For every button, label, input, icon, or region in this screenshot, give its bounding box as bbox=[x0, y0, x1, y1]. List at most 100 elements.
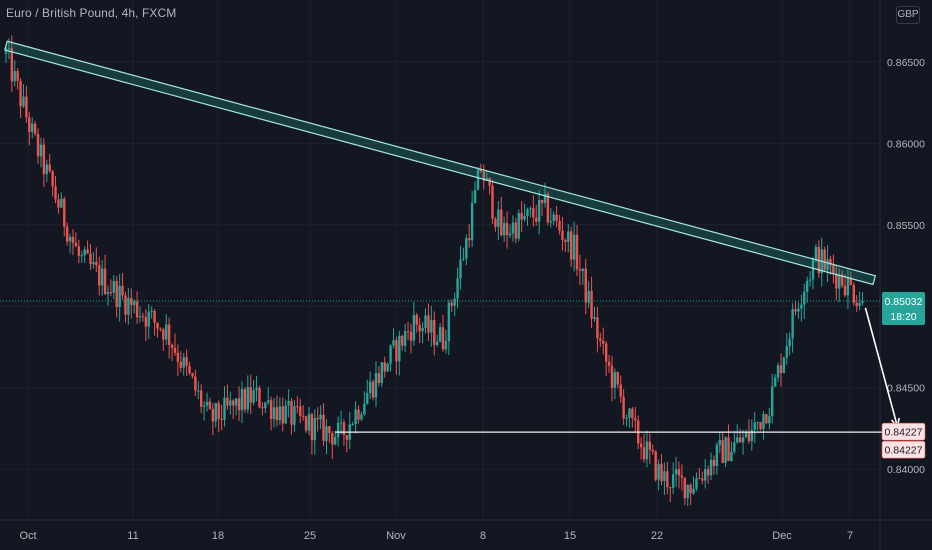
candle-body bbox=[162, 329, 165, 340]
candle-body bbox=[706, 469, 710, 476]
candle-body bbox=[552, 214, 555, 222]
candle-body bbox=[535, 217, 538, 222]
candle-body bbox=[701, 478, 704, 481]
candle-body bbox=[497, 209, 500, 227]
candle-body bbox=[100, 268, 104, 286]
candle-body bbox=[791, 309, 794, 339]
y-tick-label: 0.86500 bbox=[887, 57, 925, 69]
resistance-trendline[interactable] bbox=[4, 40, 877, 286]
candle-body bbox=[704, 469, 707, 481]
candle-body bbox=[360, 414, 363, 420]
candle-body bbox=[537, 199, 541, 222]
price-label-bg bbox=[882, 292, 925, 326]
candle-body bbox=[60, 198, 63, 208]
candle-body bbox=[124, 295, 127, 315]
candle-body bbox=[584, 268, 587, 303]
candle-body bbox=[57, 199, 60, 208]
candle-body bbox=[808, 279, 812, 281]
candle-body bbox=[590, 290, 593, 319]
candle-body bbox=[561, 230, 564, 241]
x-tick-label: 11 bbox=[127, 530, 138, 542]
candle-body bbox=[511, 222, 515, 234]
candle-body bbox=[785, 346, 788, 358]
candle-body bbox=[447, 302, 451, 342]
candle-body bbox=[83, 249, 86, 256]
candle-body bbox=[269, 400, 273, 420]
candle-body bbox=[476, 169, 480, 191]
candle-body bbox=[106, 292, 110, 294]
candle-body bbox=[63, 198, 66, 227]
last-price-label: 0.85032 18:20 bbox=[882, 292, 925, 326]
candle-body bbox=[127, 298, 130, 315]
candle-body bbox=[491, 185, 494, 219]
candle-body bbox=[674, 469, 678, 475]
x-tick-label: Oct bbox=[19, 530, 36, 542]
candle-body bbox=[392, 340, 395, 346]
candle-body bbox=[220, 418, 223, 420]
candle-body bbox=[199, 390, 203, 407]
candle-body bbox=[628, 408, 631, 418]
candle-body bbox=[10, 48, 14, 82]
candle-body bbox=[558, 220, 561, 231]
candle-body bbox=[444, 341, 448, 350]
candle-body bbox=[465, 238, 468, 259]
candle-body bbox=[135, 301, 139, 318]
candle-body bbox=[118, 285, 121, 308]
candle-body bbox=[205, 401, 209, 406]
candle-body bbox=[383, 362, 386, 372]
candle-body bbox=[132, 301, 136, 305]
candle-body bbox=[663, 471, 666, 482]
candle-body bbox=[138, 316, 142, 318]
candle-body bbox=[278, 406, 282, 421]
candle-body bbox=[686, 484, 689, 499]
currency-badge[interactable]: GBP bbox=[896, 6, 920, 24]
candle-body bbox=[313, 417, 317, 441]
candle-body bbox=[435, 341, 439, 345]
candle-body bbox=[25, 96, 28, 118]
price-label-countdown: 18:20 bbox=[890, 311, 916, 323]
candle-body bbox=[689, 484, 692, 494]
candle-body bbox=[310, 414, 314, 441]
candle-body bbox=[462, 258, 465, 260]
candle-body bbox=[339, 422, 343, 424]
candle-body bbox=[741, 437, 745, 443]
candle-body bbox=[42, 144, 46, 175]
candle-body bbox=[4, 49, 8, 54]
candle-body bbox=[366, 393, 369, 404]
target-price-label: 0.84227 bbox=[881, 422, 926, 441]
candle-body bbox=[721, 440, 724, 463]
candle-body bbox=[16, 71, 19, 81]
candle-body bbox=[648, 441, 652, 450]
candle-body bbox=[377, 373, 381, 383]
candle-body bbox=[214, 403, 217, 422]
candle-body bbox=[575, 234, 579, 270]
candle-body bbox=[182, 357, 185, 368]
candles bbox=[4, 35, 864, 507]
candle-body bbox=[223, 397, 226, 420]
candle-body bbox=[441, 327, 445, 350]
symbol-title[interactable]: Euro / British Pound, 4h, FXCM bbox=[6, 6, 177, 20]
candle-body bbox=[470, 202, 474, 241]
candle-body bbox=[738, 437, 742, 443]
candle-body bbox=[109, 292, 113, 294]
candle-body bbox=[505, 223, 509, 236]
candle-body bbox=[412, 314, 416, 341]
candle-body bbox=[660, 463, 663, 482]
candle-body bbox=[421, 327, 424, 332]
candle-body bbox=[395, 340, 398, 362]
y-tick-label: 0.85500 bbox=[887, 220, 925, 232]
candle-body bbox=[438, 327, 442, 342]
candle-body bbox=[500, 209, 503, 236]
candle-body bbox=[773, 377, 777, 387]
candle-body bbox=[843, 285, 847, 296]
grid bbox=[0, 0, 880, 520]
target-label-bg bbox=[881, 422, 926, 441]
candle-body bbox=[246, 387, 250, 410]
candle-body bbox=[572, 234, 576, 260]
candle-body bbox=[727, 437, 730, 461]
candle-body bbox=[453, 298, 456, 306]
candle-body bbox=[532, 208, 535, 218]
candle-body bbox=[293, 406, 296, 425]
